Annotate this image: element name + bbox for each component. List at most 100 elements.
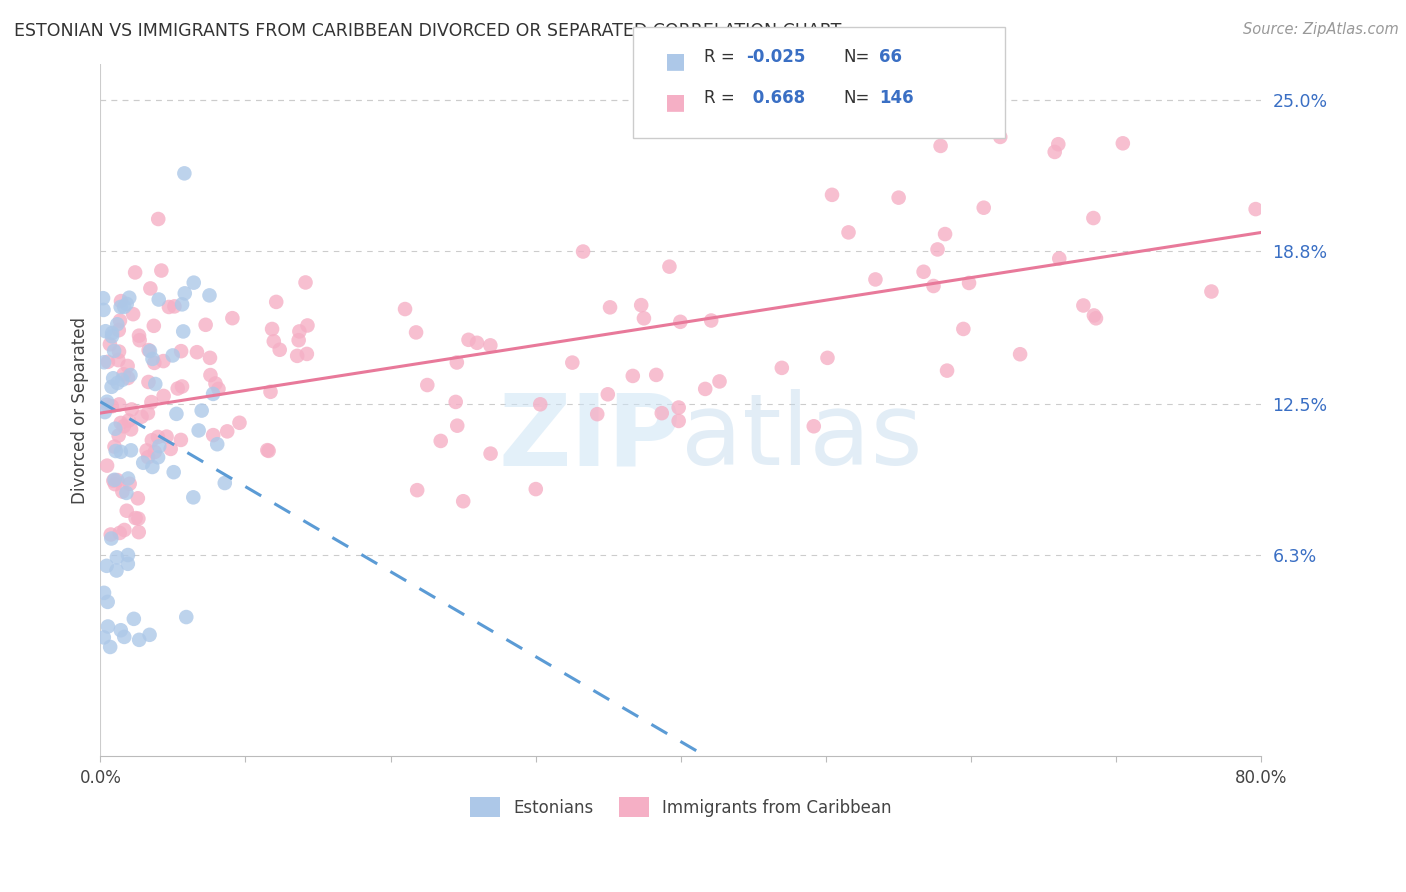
Point: [927, 243, 949, 257]
Point: [121, 402, 143, 417]
Point: [155, 429, 177, 443]
Point: [105, 550, 128, 565]
Point: [1083, 309, 1105, 323]
Point: [108, 397, 131, 411]
Point: [429, 434, 451, 448]
Point: [912, 265, 935, 279]
Point: [91, 291, 114, 305]
Point: [110, 445, 132, 459]
Point: [152, 389, 174, 403]
Point: [596, 387, 619, 401]
Point: [288, 325, 311, 339]
Point: [117, 359, 139, 373]
Point: [269, 343, 291, 357]
Point: [633, 311, 655, 326]
Point: [101, 371, 124, 385]
Point: [186, 345, 208, 359]
Point: [115, 486, 138, 500]
Point: [115, 504, 138, 518]
Text: 66: 66: [879, 48, 901, 66]
Point: [127, 511, 149, 525]
Point: [803, 419, 825, 434]
Point: [936, 363, 959, 377]
Point: [128, 632, 150, 647]
Point: [586, 407, 609, 421]
Text: atlas: atlas: [681, 389, 922, 486]
Point: [98, 337, 121, 351]
Point: [148, 439, 170, 453]
Point: [651, 406, 673, 420]
Point: [287, 333, 309, 347]
Text: ZIP: ZIP: [498, 389, 681, 486]
Point: [214, 476, 236, 491]
Point: [297, 318, 319, 333]
Point: [451, 494, 474, 508]
Point: [204, 376, 226, 391]
Point: [112, 300, 135, 314]
Point: [264, 294, 287, 309]
Point: [202, 387, 225, 401]
Point: [457, 333, 479, 347]
Point: [446, 355, 468, 369]
Point: [110, 300, 132, 314]
Point: [1073, 298, 1095, 312]
Point: [112, 523, 135, 537]
Point: [394, 301, 416, 316]
Point: [93, 631, 115, 645]
Point: [107, 323, 129, 337]
Point: [93, 586, 115, 600]
Point: [1043, 145, 1066, 159]
Point: [934, 227, 956, 241]
Point: [142, 318, 165, 333]
Point: [973, 201, 995, 215]
Point: [166, 382, 188, 396]
Point: [143, 356, 166, 370]
Point: [157, 300, 180, 314]
Point: [132, 456, 155, 470]
Point: [198, 288, 221, 302]
Point: [131, 409, 153, 424]
Point: [1244, 202, 1267, 216]
Point: [143, 445, 166, 459]
Point: [112, 419, 135, 434]
Point: [217, 425, 239, 439]
Point: [108, 525, 131, 540]
Point: [136, 406, 159, 420]
Point: [103, 474, 125, 488]
Point: [107, 353, 129, 368]
Point: [1047, 252, 1070, 266]
Point: [262, 322, 284, 336]
Point: [96, 394, 118, 409]
Point: [103, 473, 125, 487]
Point: [162, 348, 184, 362]
Point: [108, 344, 131, 359]
Text: ESTONIAN VS IMMIGRANTS FROM CARIBBEAN DIVORCED OR SEPARATED CORRELATION CHART: ESTONIAN VS IMMIGRANTS FROM CARIBBEAN DI…: [14, 22, 841, 40]
Point: [524, 482, 547, 496]
Point: [929, 139, 952, 153]
Point: [405, 326, 427, 340]
Point: [150, 263, 173, 277]
Point: [110, 416, 132, 430]
Point: [100, 380, 122, 394]
Point: [817, 351, 839, 365]
Point: [957, 276, 980, 290]
Point: [170, 433, 193, 447]
Point: [120, 368, 142, 382]
Point: [138, 343, 160, 357]
Point: [1084, 311, 1107, 326]
Point: [141, 433, 163, 447]
Point: [136, 450, 159, 465]
Point: [170, 344, 193, 359]
Point: [257, 443, 280, 458]
Point: [108, 313, 131, 327]
Point: [263, 334, 285, 349]
Point: [122, 612, 145, 626]
Point: [104, 444, 127, 458]
Point: [416, 378, 439, 392]
Y-axis label: Divorced or Separated: Divorced or Separated: [72, 317, 89, 504]
Point: [295, 347, 318, 361]
Point: [94, 324, 117, 338]
Text: R =: R =: [704, 89, 735, 107]
Point: [146, 450, 169, 465]
Point: [100, 532, 122, 546]
